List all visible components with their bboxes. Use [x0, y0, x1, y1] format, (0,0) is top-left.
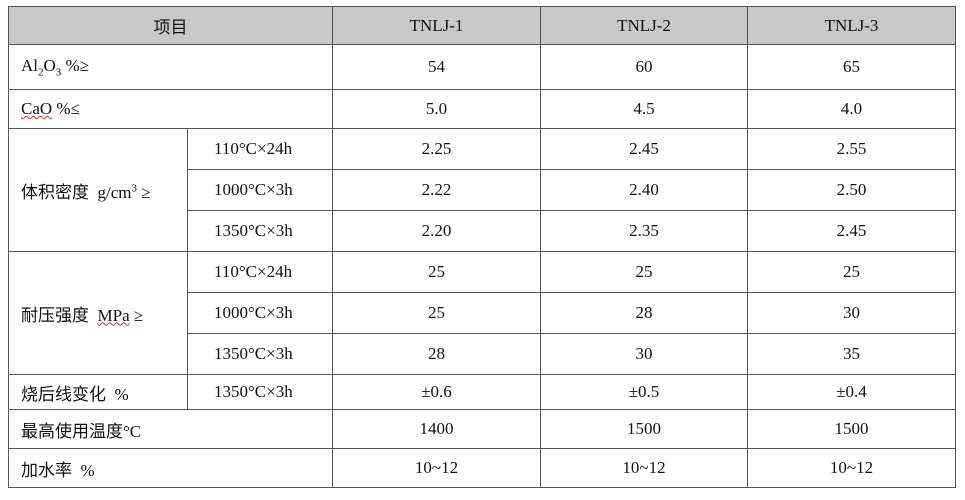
- condition: 1000°C×3h: [187, 169, 333, 211]
- value-cell: 30: [747, 292, 956, 334]
- row: 最高使用温度°C 1400 1500 1500: [8, 409, 956, 449]
- value-cell: 1500: [540, 409, 748, 449]
- value-cell: 1400: [332, 409, 541, 449]
- condition: 110°C×24h: [187, 128, 333, 170]
- label-part: ≥: [129, 305, 144, 325]
- value-cell: 28: [540, 292, 748, 334]
- value-cell: 2.25: [332, 128, 541, 170]
- row-label: 体积密度 g/cm3 ≥: [8, 128, 188, 252]
- label-part: 3: [55, 66, 62, 79]
- value-cell: 2.22: [332, 169, 541, 211]
- value-cell: 25: [540, 251, 748, 293]
- condition: 110°C×24h: [187, 251, 333, 293]
- row: CaO %≤ 5.0 4.5 4.0: [8, 89, 956, 129]
- row: 1350°C×3h 28 30 35: [9, 333, 956, 375]
- value-cell: 28: [332, 333, 541, 375]
- value-cell: 2.40: [540, 169, 748, 211]
- value-cell: 54: [332, 44, 541, 90]
- spec-table: 项目 TNLJ-1 TNLJ-2 TNLJ-3 Al2O3 %≥ 54 60 65 Ca…: [8, 6, 956, 488]
- header-cell: TNLJ-2: [540, 6, 748, 45]
- row: 加水率 % 10~12 10~12 10~12: [8, 448, 956, 488]
- row-label: Al2O3 %≥: [8, 44, 333, 90]
- label-part: Al: [21, 55, 38, 75]
- row: 1000°C×3h 25 28 30: [9, 292, 956, 334]
- row-label: 加水率 %: [8, 448, 333, 488]
- row: Al2O3 %≥ 54 60 65: [8, 44, 956, 90]
- label-part: CaO: [21, 99, 53, 118]
- value-cell: 2.35: [540, 210, 748, 252]
- header-row: 项目 TNLJ-1 TNLJ-2 TNLJ-3: [8, 6, 956, 45]
- row-label: 最高使用温度°C: [8, 409, 333, 449]
- label-part: 3: [131, 181, 138, 194]
- header-cell: 项目: [8, 6, 333, 45]
- value-cell: 10~12: [540, 448, 748, 488]
- value-cell: 1500: [747, 409, 956, 449]
- label-part: 体积密度 g/cm: [21, 182, 132, 202]
- value-cell: 2.50: [747, 169, 956, 211]
- row: 体积密度 g/cm3 ≥110°C×24h 2.25 2.45 2.55: [8, 128, 956, 252]
- value-cell: 25: [747, 251, 956, 293]
- condition: 1350°C×3h: [187, 210, 333, 252]
- value-cell: 5.0: [332, 89, 541, 129]
- row-label: CaO %≤: [8, 89, 333, 129]
- label-part: 耐压强度: [21, 305, 98, 325]
- label-part: 2: [38, 66, 44, 79]
- value-cell: 2.20: [332, 210, 541, 252]
- value-cell: 4.0: [747, 89, 956, 129]
- condition: 1000°C×3h: [187, 292, 333, 334]
- value-cell: 4.5: [540, 89, 748, 129]
- value-cell: 30: [540, 333, 748, 375]
- label-part: %≤: [52, 99, 80, 118]
- label-part: O: [43, 55, 56, 75]
- row: 烧后线变化 % 1350°C×3h ±0.6 ±0.5 ±0.4: [8, 374, 956, 410]
- value-cell: ±0.6: [332, 374, 541, 410]
- row-label: 耐压强度 MPa ≥: [8, 251, 188, 375]
- row: 耐压强度 MPa ≥110°C×24h 25 25 25: [8, 251, 956, 375]
- value-cell: 10~12: [747, 448, 956, 488]
- value-cell: ±0.5: [540, 374, 748, 410]
- value-cell: 25: [332, 292, 541, 334]
- label-part: MPa: [97, 305, 130, 325]
- value-cell: 2.45: [747, 210, 956, 252]
- value-cell: 2.45: [540, 128, 748, 170]
- value-cell: 35: [747, 333, 956, 375]
- value-cell: 2.55: [747, 128, 956, 170]
- value-cell: ±0.4: [747, 374, 956, 410]
- header-cell: TNLJ-3: [747, 6, 956, 45]
- value-cell: 60: [540, 44, 748, 90]
- condition: 1350°C×3h: [187, 374, 333, 410]
- label-part: 烧后线变化 %: [21, 384, 129, 404]
- condition: 1350°C×3h: [187, 333, 333, 375]
- value-cell: 25: [332, 251, 541, 293]
- label-part: %≥: [61, 55, 90, 75]
- row-label: 烧后线变化 %: [8, 374, 188, 410]
- header-cell: TNLJ-1: [332, 6, 541, 45]
- label-part: 最高使用温度°C: [21, 421, 142, 441]
- value-cell: 10~12: [332, 448, 541, 488]
- value-cell: 65: [747, 44, 956, 90]
- label-part: ≥: [137, 182, 151, 202]
- label-part: 加水率 %: [21, 460, 95, 480]
